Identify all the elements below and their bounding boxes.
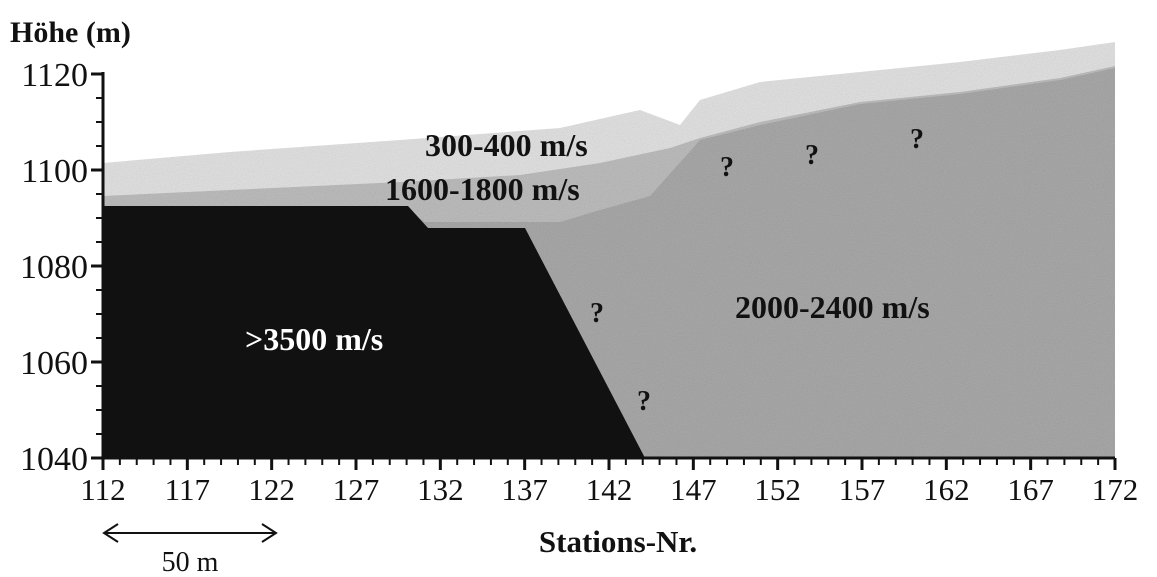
scale-bar: 50 m: [102, 523, 278, 577]
x-tick-label: 132: [417, 472, 464, 507]
x-tick-label: 162: [923, 472, 970, 507]
y-tick-label: 1080: [20, 249, 88, 286]
uncertainty-mark: ?: [637, 386, 651, 417]
x-tick-label: 137: [501, 472, 548, 507]
x-tick-label: 112: [80, 472, 125, 507]
layer-label-2000-2400: 2000-2400 m/s: [735, 289, 930, 325]
uncertainty-mark: ?: [720, 152, 734, 183]
x-tick-label: 117: [165, 472, 210, 507]
x-tick-label: 122: [248, 472, 295, 507]
layer-label-300-400: 300-400 m/s: [425, 127, 588, 163]
x-tick-label: 167: [1007, 472, 1054, 507]
y-tick-label: 1060: [20, 345, 88, 382]
scale-bar-label: 50 m: [162, 547, 219, 577]
x-tick-label: 152: [754, 472, 801, 507]
x-tick-label: 172: [1092, 472, 1139, 507]
layer-label-bedrock: >3500 m/s: [245, 321, 383, 357]
scale-bar-right-arrow: [261, 523, 278, 543]
y-tick-label: 1120: [21, 57, 88, 94]
y-axis-label: Höhe (m): [10, 16, 131, 49]
y-axis-ticks: 1120 1100 1080 1060 1040: [20, 57, 103, 478]
x-tick-label: 142: [586, 472, 633, 507]
uncertainty-mark: ?: [805, 140, 819, 171]
layer-bedrock-region: [103, 206, 645, 458]
uncertainty-mark: ?: [910, 124, 924, 155]
y-tick-label: 1040: [20, 441, 88, 478]
x-axis-ticks: 112 117 122 127 132 137 142 147 152 157 162 167 172: [80, 458, 1138, 507]
scale-bar-left-arrow: [102, 523, 119, 543]
x-tick-label: 127: [333, 472, 380, 507]
x-tick-label: 157: [839, 472, 886, 507]
x-tick-label: 147: [670, 472, 717, 507]
y-tick-label: 1100: [21, 153, 88, 190]
layer-label-1600-1800: 1600-1800 m/s: [385, 171, 580, 207]
x-axis-label: Stations-Nr.: [539, 524, 697, 559]
uncertainty-mark: ?: [590, 298, 604, 329]
